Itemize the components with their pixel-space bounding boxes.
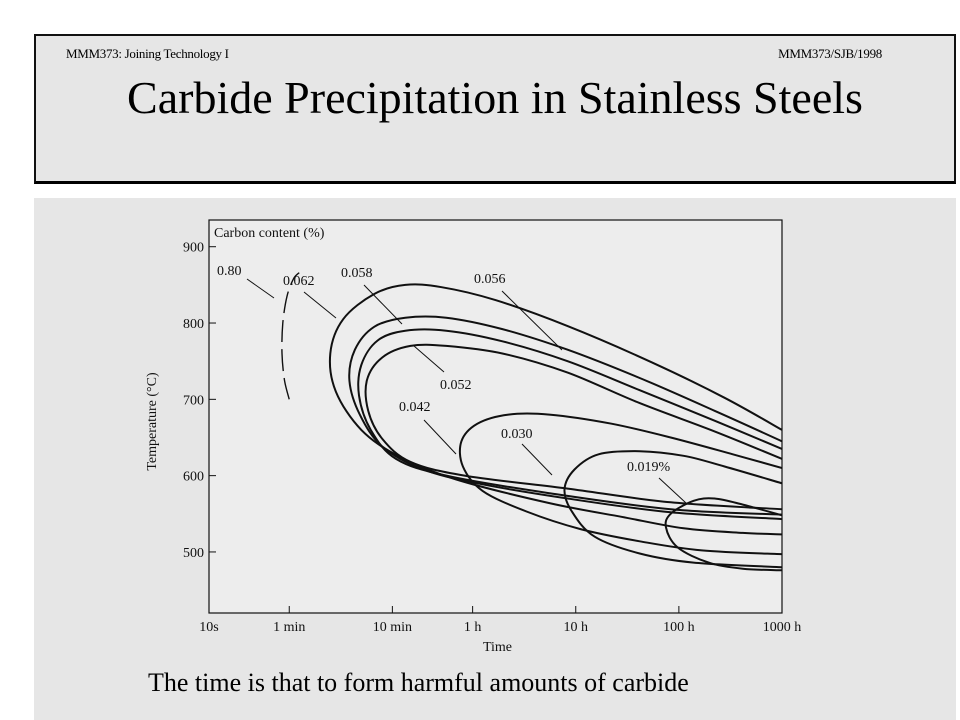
curve-label-0-062: 0.062 (283, 274, 315, 289)
curve-0-019 (664, 497, 782, 572)
curve-0-042 (458, 412, 782, 556)
curve-0-058 (348, 315, 782, 521)
y-tick-label-800: 800 (183, 317, 204, 332)
y-tick-label-900: 900 (183, 241, 204, 256)
x-tick-label-10-h: 10 h (563, 620, 588, 635)
slide-body: 500 600 700 800 900 10s 1 min 10 min 1 h 10 h 100 … (34, 198, 956, 720)
leader-line-0-058 (363, 284, 403, 325)
x-tick-label-1-min: 1 min (273, 620, 305, 635)
slide-header: MMM373: Joining Technology I MMM373/SJB/… (34, 34, 956, 184)
leader-line-0-030 (521, 443, 553, 476)
curve-label-0-80: 0.80 (217, 264, 242, 279)
curve-label-0-058: 0.058 (341, 266, 373, 281)
slide-title: Carbide Precipitation in Stainless Steel… (127, 72, 863, 123)
x-tick-label-1-h: 1 h (464, 620, 482, 635)
leader-line-0-80 (246, 278, 275, 299)
x-axis-label: Time (483, 640, 512, 655)
leader-line-0-019 (658, 477, 687, 504)
course-code: MMM373: Joining Technology I (66, 46, 229, 61)
y-tick-label-600: 600 (183, 470, 204, 485)
curve-label-0-042: 0.042 (399, 400, 431, 415)
leader-line-0-052 (413, 345, 445, 373)
curve-label-0-019: 0.019% (627, 460, 671, 475)
y-tick-label-700: 700 (183, 393, 204, 408)
y-tick-label-500: 500 (183, 546, 204, 561)
slide-reference: MMM373/SJB/1998 (778, 46, 882, 61)
leader-line-0-056 (501, 290, 563, 351)
y-axis-label: Temperature (°C) (145, 372, 160, 471)
slide-caption: The time is that to form harmful amounts… (148, 668, 689, 697)
curve-0-056 (357, 328, 782, 516)
leader-line-0-062 (303, 291, 337, 319)
curve-label-0-056: 0.056 (474, 272, 506, 287)
curve-label-0-052: 0.052 (440, 378, 472, 393)
x-tick-label-100-h: 100 h (663, 620, 695, 635)
x-tick-label-10-min: 10 min (373, 620, 412, 635)
curve-0-062 (328, 283, 782, 536)
curve-0-030 (563, 450, 782, 569)
x-tick-label-10s: 10s (199, 620, 218, 635)
curve-0-80 (281, 272, 300, 400)
leader-line-0-042 (423, 419, 457, 455)
legend-title: Carbon content (%) (214, 226, 325, 241)
curve-0-052 (364, 343, 782, 511)
curve-label-0-030: 0.030 (501, 427, 533, 442)
x-tick-label-1000-h: 1000 h (763, 620, 802, 635)
carbide-precipitation-chart: 500 600 700 800 900 10s 1 min 10 min 1 h 10 h 100 … (145, 219, 802, 655)
